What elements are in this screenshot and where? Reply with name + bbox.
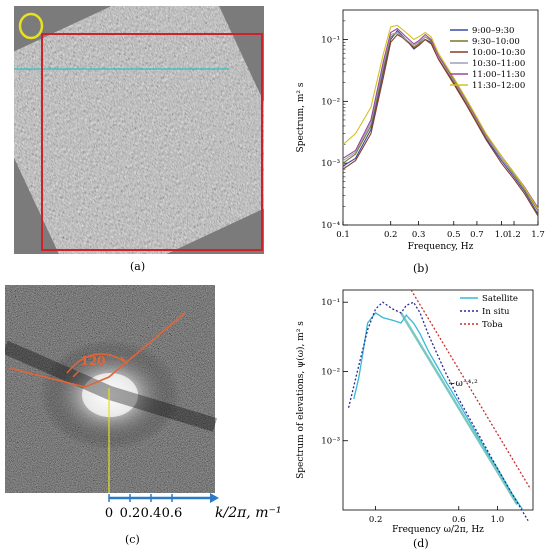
caption-a: (a): [130, 260, 146, 273]
x-tick-label: 0.6: [452, 515, 466, 525]
x-tick-label: 1.0: [491, 515, 505, 525]
elevation-spectrum-chart-d: 0.2 0.6 1.0 10⁻³ 10⁻² 10⁻¹ Frequency ω/2π, Hz S…: [295, 289, 534, 535]
k-axis-tick-label: 0: [105, 506, 113, 521]
x-tick-label: 0.2: [369, 515, 383, 525]
x-tick-label: 1.7: [531, 230, 545, 240]
panel-c: 120 0 0.2 0.4 0.6 k/2π, m⁻¹: [2, 285, 282, 530]
legend-entry: 10:30–11:00: [472, 59, 525, 69]
y-axis-label: Spectrum, m² s: [296, 82, 306, 152]
y-tick-label: 10⁻²: [321, 367, 340, 377]
k-axis-tick-label: 0.2: [120, 506, 141, 521]
series-line: [342, 31, 539, 210]
red-frame: [41, 33, 263, 251]
x-tick-label: 0.2: [384, 230, 398, 240]
legend-entry: 9:00–9:30: [472, 26, 514, 36]
plot-frame: [342, 289, 534, 511]
y-tick-label: 10⁻³: [321, 437, 340, 447]
x-axis-label: Frequency, Hz: [408, 242, 474, 252]
x-tick-label: 0.1: [336, 230, 350, 240]
legend-entry: Satellite: [482, 294, 518, 304]
angle-orange-lines: [8, 312, 186, 388]
angle-label: 120: [80, 354, 105, 368]
y-axis-label: Spectrum of elevations, ψ(ω), m² s: [295, 321, 306, 479]
series-line: [342, 24, 539, 210]
y-tick-label: 10⁻¹: [321, 298, 340, 308]
legend-entry: Toba: [482, 320, 503, 330]
slope-annotation: ~ω⁻⁴·²: [448, 379, 478, 389]
legend-entry: 11:30–12:00: [472, 81, 525, 91]
x-axis-label: Frequency ω/2π, Hz: [392, 525, 484, 535]
series-line: [342, 29, 539, 215]
k-axis-tick-label: 0.4: [141, 506, 162, 521]
panel-b: 0.1 0.2 0.3 0.5 0.7 1.0 1.2 1.7 10⁻⁴ 10⁻³ 10⁻² 10⁻¹…: [288, 0, 546, 255]
legend-entry: In situ: [482, 307, 510, 317]
panel-a: [0, 0, 305, 296]
k-axis-label: k/2π, m⁻¹: [215, 505, 280, 521]
y-tick-label: 10⁻²: [321, 97, 340, 107]
series-line: [347, 301, 529, 522]
y-tick-label: 10⁻⁴: [321, 221, 340, 231]
x-tick-label: 1.2: [507, 230, 521, 240]
sea-surface-image: [0, 0, 305, 296]
panel-d: 0.2 0.6 1.0 10⁻³ 10⁻² 10⁻¹ Frequency ω/2π, Hz S…: [288, 280, 546, 535]
legend-entry: 10:00–10:30: [472, 48, 525, 58]
series-line: [342, 33, 539, 217]
legend-entry: 9:30–10:00: [472, 37, 520, 47]
caption-b: (b): [413, 262, 429, 275]
x-tick-label: 0.3: [412, 230, 426, 240]
y-tick-label: 10⁻¹: [321, 36, 340, 46]
legend-entry: 11:00–11:30: [472, 70, 525, 80]
spectrum-chart-b: 0.1 0.2 0.3 0.5 0.7 1.0 1.2 1.7 10⁻⁴ 10⁻³ 10⁻² 10⁻¹…: [296, 9, 545, 252]
fit-line: [400, 312, 519, 506]
x-tick-label: 0.7: [470, 230, 484, 240]
yellow-circle-marker: [18, 12, 44, 40]
k-axis-tick-label: 0.6: [162, 506, 183, 521]
x-tick-label: 0.5: [447, 230, 461, 240]
plot-frame: [342, 9, 539, 226]
x-tick-label: 1.0: [495, 230, 509, 240]
series-line: [410, 289, 532, 490]
y-tick-label: 10⁻³: [321, 159, 340, 169]
wavenumber-spectrum-image: 120 0 0.2 0.4 0.6 k/2π, m⁻¹: [2, 285, 282, 521]
caption-d: (d): [413, 537, 429, 550]
series-line: [353, 312, 524, 511]
caption-c: (c): [125, 533, 140, 546]
